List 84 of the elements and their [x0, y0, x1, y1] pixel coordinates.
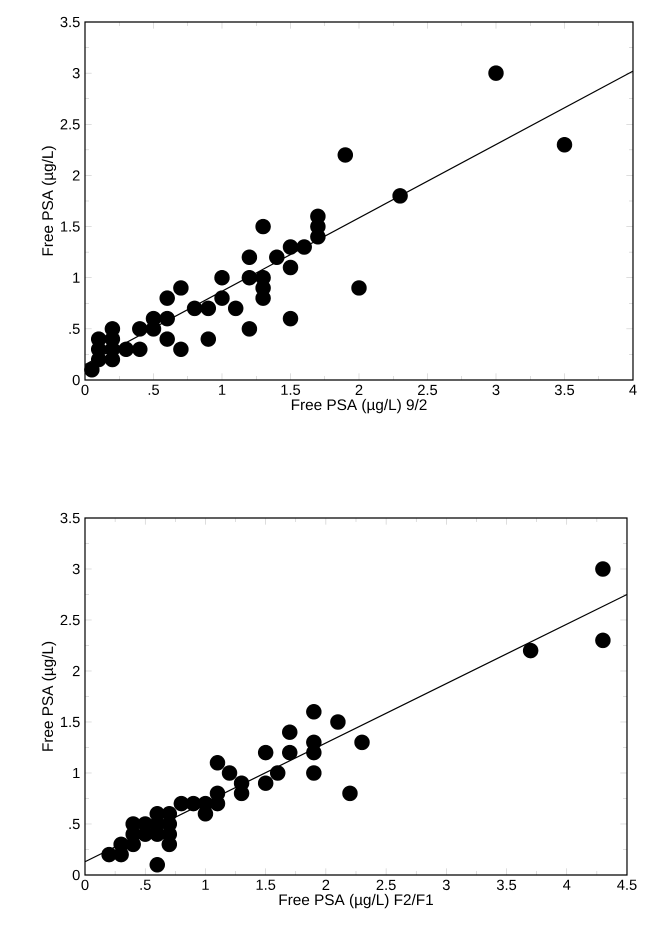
point — [132, 342, 148, 358]
x-tick-label: 2 — [356, 384, 362, 395]
point — [132, 321, 148, 337]
y-tick-label: .5 — [69, 818, 80, 830]
y-tick-label: 1.5 — [61, 221, 80, 232]
point — [84, 362, 100, 378]
point — [595, 561, 611, 577]
point — [330, 714, 346, 730]
x-tick-label: .5 — [148, 384, 159, 395]
y-axis-title: Free PSA (µg/L) — [42, 642, 56, 751]
y-axis-title: Free PSA (µg/L) — [42, 146, 56, 256]
y-tick-label: 1.5 — [61, 716, 80, 728]
point — [269, 250, 285, 265]
point — [118, 342, 134, 358]
point — [342, 786, 358, 802]
x-axis-title: Free PSA (µg/L) 9/2 — [292, 398, 427, 414]
point — [186, 300, 202, 316]
point — [282, 310, 298, 326]
x-tick-label: 2 — [322, 880, 330, 890]
y-tick-label: 0 — [72, 374, 80, 386]
point — [214, 290, 230, 306]
point — [282, 239, 298, 255]
x-tick-label: 1.5 — [256, 880, 276, 890]
point — [210, 755, 226, 771]
point — [556, 137, 572, 152]
point — [354, 734, 370, 750]
point — [270, 765, 286, 781]
point — [258, 744, 274, 760]
x-tick-label: 3 — [492, 384, 500, 396]
point — [392, 188, 408, 204]
x-tick-label: 4.5 — [617, 880, 637, 890]
y-tick-label: 2 — [72, 170, 80, 181]
point — [282, 724, 298, 740]
y-tick-label: .5 — [69, 324, 80, 334]
x-tick-label: 3.5 — [496, 880, 516, 890]
x-tick-label: 2.5 — [376, 880, 396, 890]
y-tick-label: 1 — [73, 272, 80, 283]
point — [242, 321, 258, 337]
y-tick-label: 3.5 — [60, 16, 80, 28]
x-tick-label: 3.5 — [554, 384, 574, 396]
x-tick-label: 3 — [442, 880, 450, 890]
point — [255, 218, 271, 234]
point — [173, 342, 189, 358]
point — [150, 857, 165, 873]
point — [159, 290, 175, 306]
point — [200, 300, 216, 316]
y-tick-label: 0 — [72, 870, 80, 880]
y-tick-label: 2.5 — [60, 614, 80, 626]
y-tick-label: 2 — [72, 666, 80, 676]
point — [488, 65, 504, 81]
point — [159, 310, 175, 326]
y-tick-label: 3 — [72, 564, 80, 574]
x-tick-label: 0 — [81, 880, 88, 890]
x-tick-label: 0 — [81, 384, 88, 396]
point — [522, 642, 538, 658]
x-tick-label: 1.5 — [281, 384, 300, 395]
point — [242, 270, 258, 286]
point — [159, 331, 175, 347]
x-tick-label: 4 — [629, 384, 637, 395]
y-tick-label: 3 — [72, 68, 80, 78]
point — [200, 331, 216, 347]
point — [595, 632, 611, 648]
point — [222, 765, 238, 781]
point — [258, 775, 274, 791]
point — [296, 239, 312, 255]
point — [228, 300, 244, 316]
y-tick-label: 2.5 — [60, 119, 80, 130]
x-tick-label: 1 — [202, 880, 209, 890]
point — [306, 765, 322, 781]
x-axis-title: Free PSA (µg/L) F2/F1 — [280, 894, 433, 908]
x-tick-label: 4 — [563, 880, 570, 890]
point — [282, 260, 298, 276]
x-tick-label: .5 — [140, 880, 151, 890]
y-tick-label: 3.5 — [60, 512, 80, 524]
point — [214, 270, 230, 286]
x-tick-label: 1 — [219, 384, 226, 395]
point — [351, 280, 367, 296]
point — [282, 744, 298, 760]
point — [338, 147, 354, 163]
y-tick-label: 1 — [73, 768, 80, 778]
x-tick-label: 2.5 — [418, 384, 438, 396]
point — [242, 250, 258, 265]
point — [173, 280, 189, 296]
point — [306, 704, 322, 720]
